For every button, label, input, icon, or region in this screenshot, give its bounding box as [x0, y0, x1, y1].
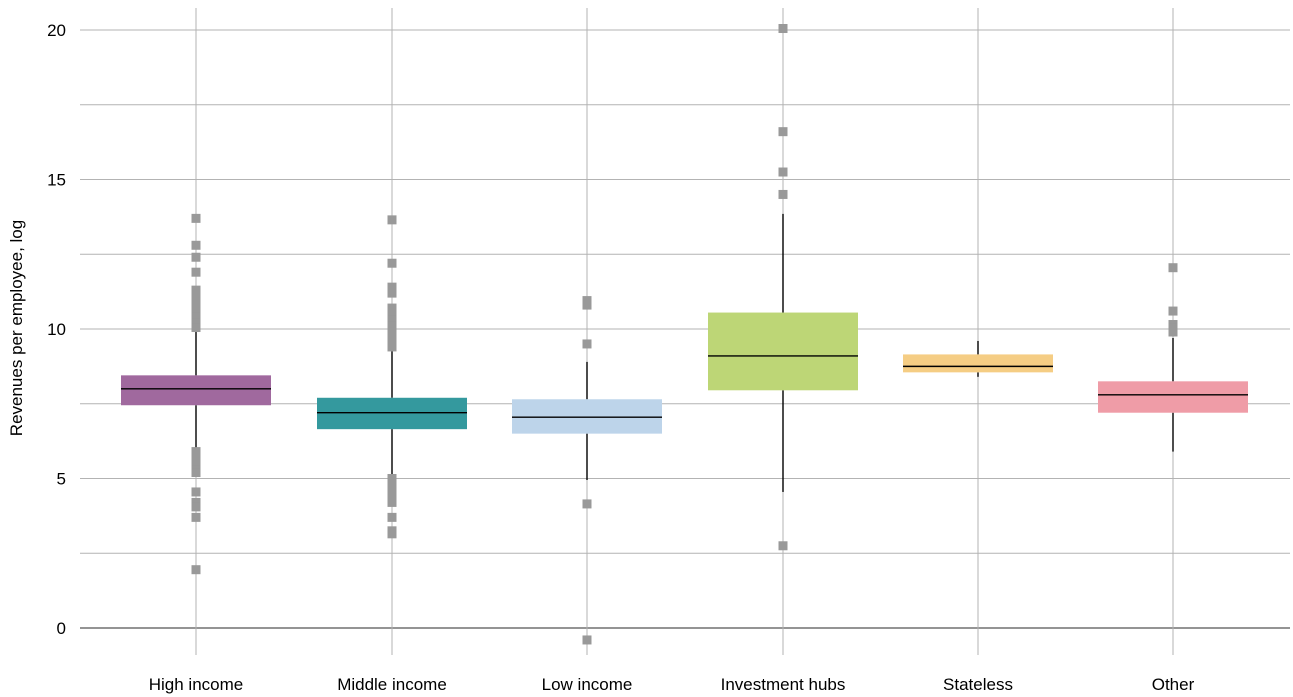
outlier-point: [582, 635, 592, 645]
x-category-label: Middle income: [337, 675, 447, 694]
box-stateless: [903, 354, 1053, 373]
x-category-label: Low income: [542, 675, 633, 694]
outlier-point: [387, 485, 397, 495]
outlier-point: [191, 312, 201, 322]
outlier-point: [191, 487, 201, 497]
outlier-point: [191, 447, 201, 457]
outlier-point: [191, 468, 201, 478]
box-investment-hubs: [708, 312, 858, 391]
box-high-income: [121, 375, 271, 406]
outlier-point: [1168, 306, 1178, 316]
outlier-point: [191, 267, 201, 277]
outlier-point: [191, 300, 201, 310]
outlier-point: [191, 512, 201, 522]
x-category-label: Investment hubs: [721, 675, 846, 694]
outlier-point: [387, 497, 397, 507]
outlier-point: [191, 291, 201, 301]
outlier-point: [1168, 327, 1178, 337]
y-tick-label: 0: [57, 619, 66, 638]
outlier-point: [191, 459, 201, 469]
outlier-point: [387, 491, 397, 501]
outlier-point: [191, 285, 201, 295]
outlier-point: [387, 327, 397, 337]
outlier-point: [387, 512, 397, 522]
outlier-point: [387, 315, 397, 325]
outlier-point: [387, 215, 397, 225]
y-axis-title: Revenues per employee, log: [7, 220, 26, 436]
y-tick-label: 10: [47, 320, 66, 339]
outlier-point: [387, 529, 397, 539]
y-tick-label: 15: [47, 171, 66, 190]
outlier-point: [191, 240, 201, 250]
outlier-point: [387, 288, 397, 298]
y-tick-label: 20: [47, 21, 66, 40]
outlier-point: [582, 499, 592, 509]
outlier-point: [191, 565, 201, 575]
box-middle-income: [317, 397, 467, 430]
x-category-label: Stateless: [943, 675, 1013, 694]
outlier-point: [387, 342, 397, 352]
label-layer: 0 5 10 15 20 High income Middle income Low inco…: [47, 21, 1195, 694]
outlier-point: [778, 189, 788, 199]
outlier-point: [1168, 263, 1178, 273]
outlier-point: [387, 336, 397, 346]
x-category-label: High income: [149, 675, 244, 694]
outlier-point: [778, 167, 788, 177]
grid-layer: [80, 8, 1290, 655]
box-low-income: [512, 399, 662, 434]
x-category-label: Other: [1152, 675, 1195, 694]
outlier-point: [387, 321, 397, 331]
outlier-point: [582, 300, 592, 310]
y-tick-label: 5: [57, 470, 66, 489]
outlier-point: [387, 258, 397, 268]
outlier-point: [191, 306, 201, 316]
box-other: [1098, 381, 1248, 413]
box-layer: [121, 24, 1248, 645]
outlier-point: [387, 479, 397, 489]
outlier-point: [191, 323, 201, 333]
outlier-point: [191, 213, 201, 223]
outlier-point: [387, 303, 397, 313]
outlier-point: [191, 453, 201, 463]
outlier-point: [387, 309, 397, 319]
outlier-point: [582, 339, 592, 349]
outlier-point: [778, 541, 788, 551]
outlier-point: [191, 502, 201, 512]
outlier-point: [387, 474, 397, 483]
outlier-point: [778, 24, 788, 34]
outlier-point: [778, 127, 788, 137]
outlier-point: [191, 252, 201, 262]
outlier-point: [387, 282, 397, 292]
